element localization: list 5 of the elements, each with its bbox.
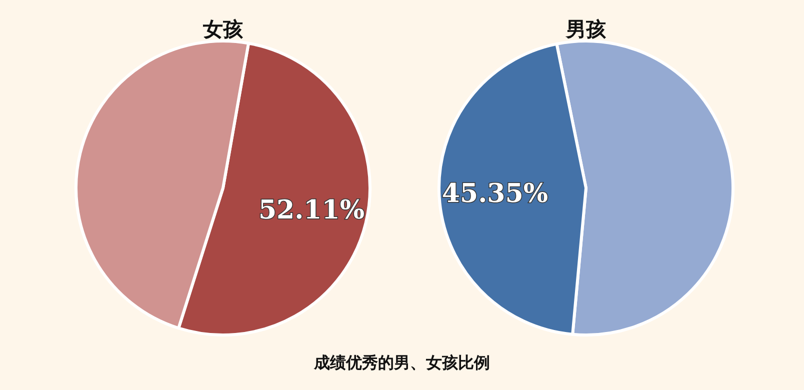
data-label: 52.11%: [258, 196, 365, 226]
chart-title: 男孩: [565, 17, 606, 41]
data-label: 45.35%: [442, 178, 548, 209]
text: 成绩优秀的男、女孩比例: [313, 353, 490, 372]
chart-title: 女孩: [202, 17, 243, 41]
